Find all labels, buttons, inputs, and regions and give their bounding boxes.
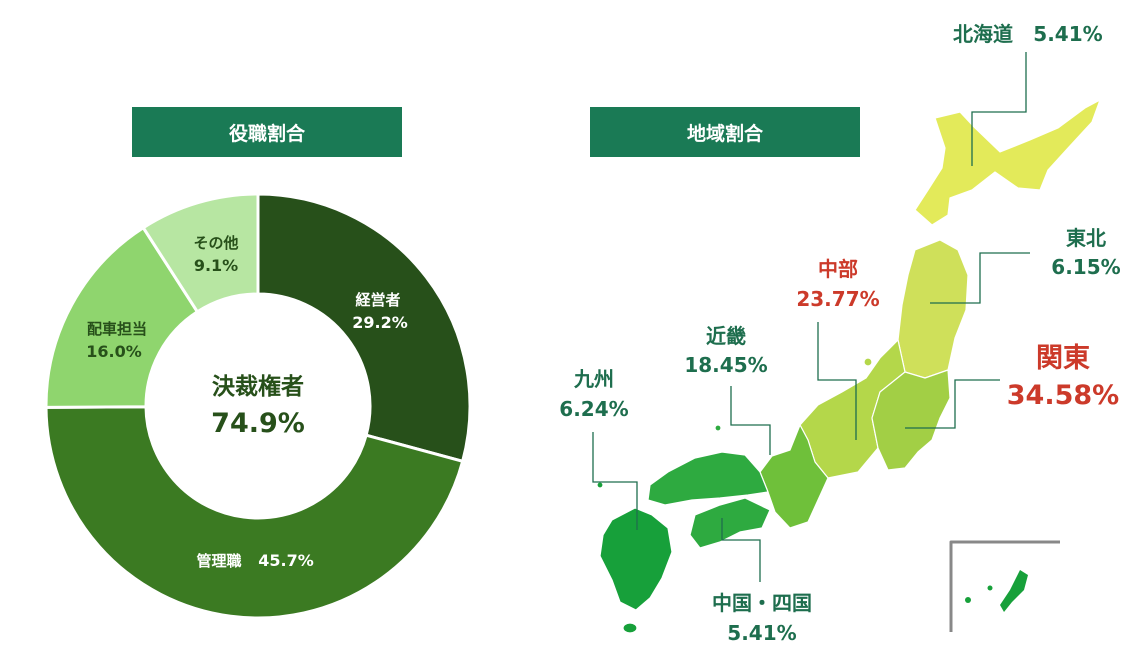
slice-label-other-name: その他	[193, 234, 238, 252]
region-label-kanto-value: 34.58%	[1007, 380, 1119, 411]
role-ratio-header: 役職割合	[132, 107, 402, 157]
region-label-kinki-value: 18.45%	[684, 353, 767, 377]
region-label-tohoku-value: 6.15%	[1051, 255, 1120, 279]
region-label-chugoku-shikoku-value: 5.41%	[727, 621, 796, 645]
leader-tohoku	[930, 252, 1030, 304]
map-region-hokkaido	[914, 99, 1101, 226]
slice-other	[141, 192, 260, 314]
slice-label-dispatcher-value: 16.0%	[86, 342, 142, 361]
map-region-tohoku	[897, 239, 969, 379]
region-label-hokkaido-name: 北海道	[953, 22, 1013, 46]
map-region-chugoku	[647, 451, 769, 506]
region-label-kyushu-name: 九州	[573, 367, 614, 391]
leader-kanto	[905, 379, 1000, 429]
map-island-sado	[863, 357, 873, 367]
donut-center-value: 74.9%	[211, 408, 305, 439]
region-label-kyushu-value: 6.24%	[559, 397, 628, 421]
map-island-tsushima	[596, 481, 604, 489]
map-island-oki	[714, 424, 722, 432]
slice-manager	[44, 405, 465, 620]
slice-label-manager-value: 45.7%	[258, 551, 314, 570]
slice-label-dispatcher-name: 配車担当	[87, 320, 147, 338]
slice-label-executive-name: 経営者	[355, 291, 400, 309]
japan-map	[596, 99, 1101, 634]
okinawa-inset-frame	[949, 540, 1060, 632]
map-region-kyushu	[599, 507, 673, 611]
slice-label-other-value: 9.1%	[194, 256, 238, 275]
leader-lines	[592, 52, 1030, 582]
map-region-okinawa	[1000, 570, 1028, 612]
region-label-hokkaido-value: 5.41%	[1033, 22, 1102, 46]
slice-dispatcher	[44, 225, 200, 409]
region-label-chubu-name: 中部	[818, 257, 858, 281]
region-label-kinki-name: 近畿	[706, 324, 746, 348]
map-island-yakushima	[622, 622, 638, 634]
leader-hokkaido	[971, 52, 1027, 166]
slice-label-executive-value: 29.2%	[352, 313, 408, 332]
leader-chubu	[817, 322, 857, 440]
leader-kyushu	[592, 432, 638, 530]
map-island-okinawa-small-1	[965, 597, 971, 603]
donut-center-label: 決裁権者	[212, 373, 304, 400]
region-label-kanto-name-text: 関東	[1036, 343, 1090, 374]
slice-label-manager-name: 管理職	[196, 552, 241, 570]
map-region-kanto	[871, 369, 951, 471]
role-donut-chart	[44, 192, 472, 620]
region-label-chubu-value: 23.77%	[796, 287, 879, 311]
region-ratio-header: 地域割合	[590, 107, 860, 157]
leader-chugoku-shikoku	[721, 518, 761, 582]
map-island-okinawa-small-2	[987, 585, 993, 591]
slice-executive	[256, 192, 472, 464]
leader-kinki	[730, 386, 771, 455]
region-label-chugoku-shikoku-name: 中国・四国	[712, 591, 812, 615]
region-label-tohoku-name: 東北	[1066, 226, 1106, 250]
map-region-shikoku	[689, 497, 771, 549]
